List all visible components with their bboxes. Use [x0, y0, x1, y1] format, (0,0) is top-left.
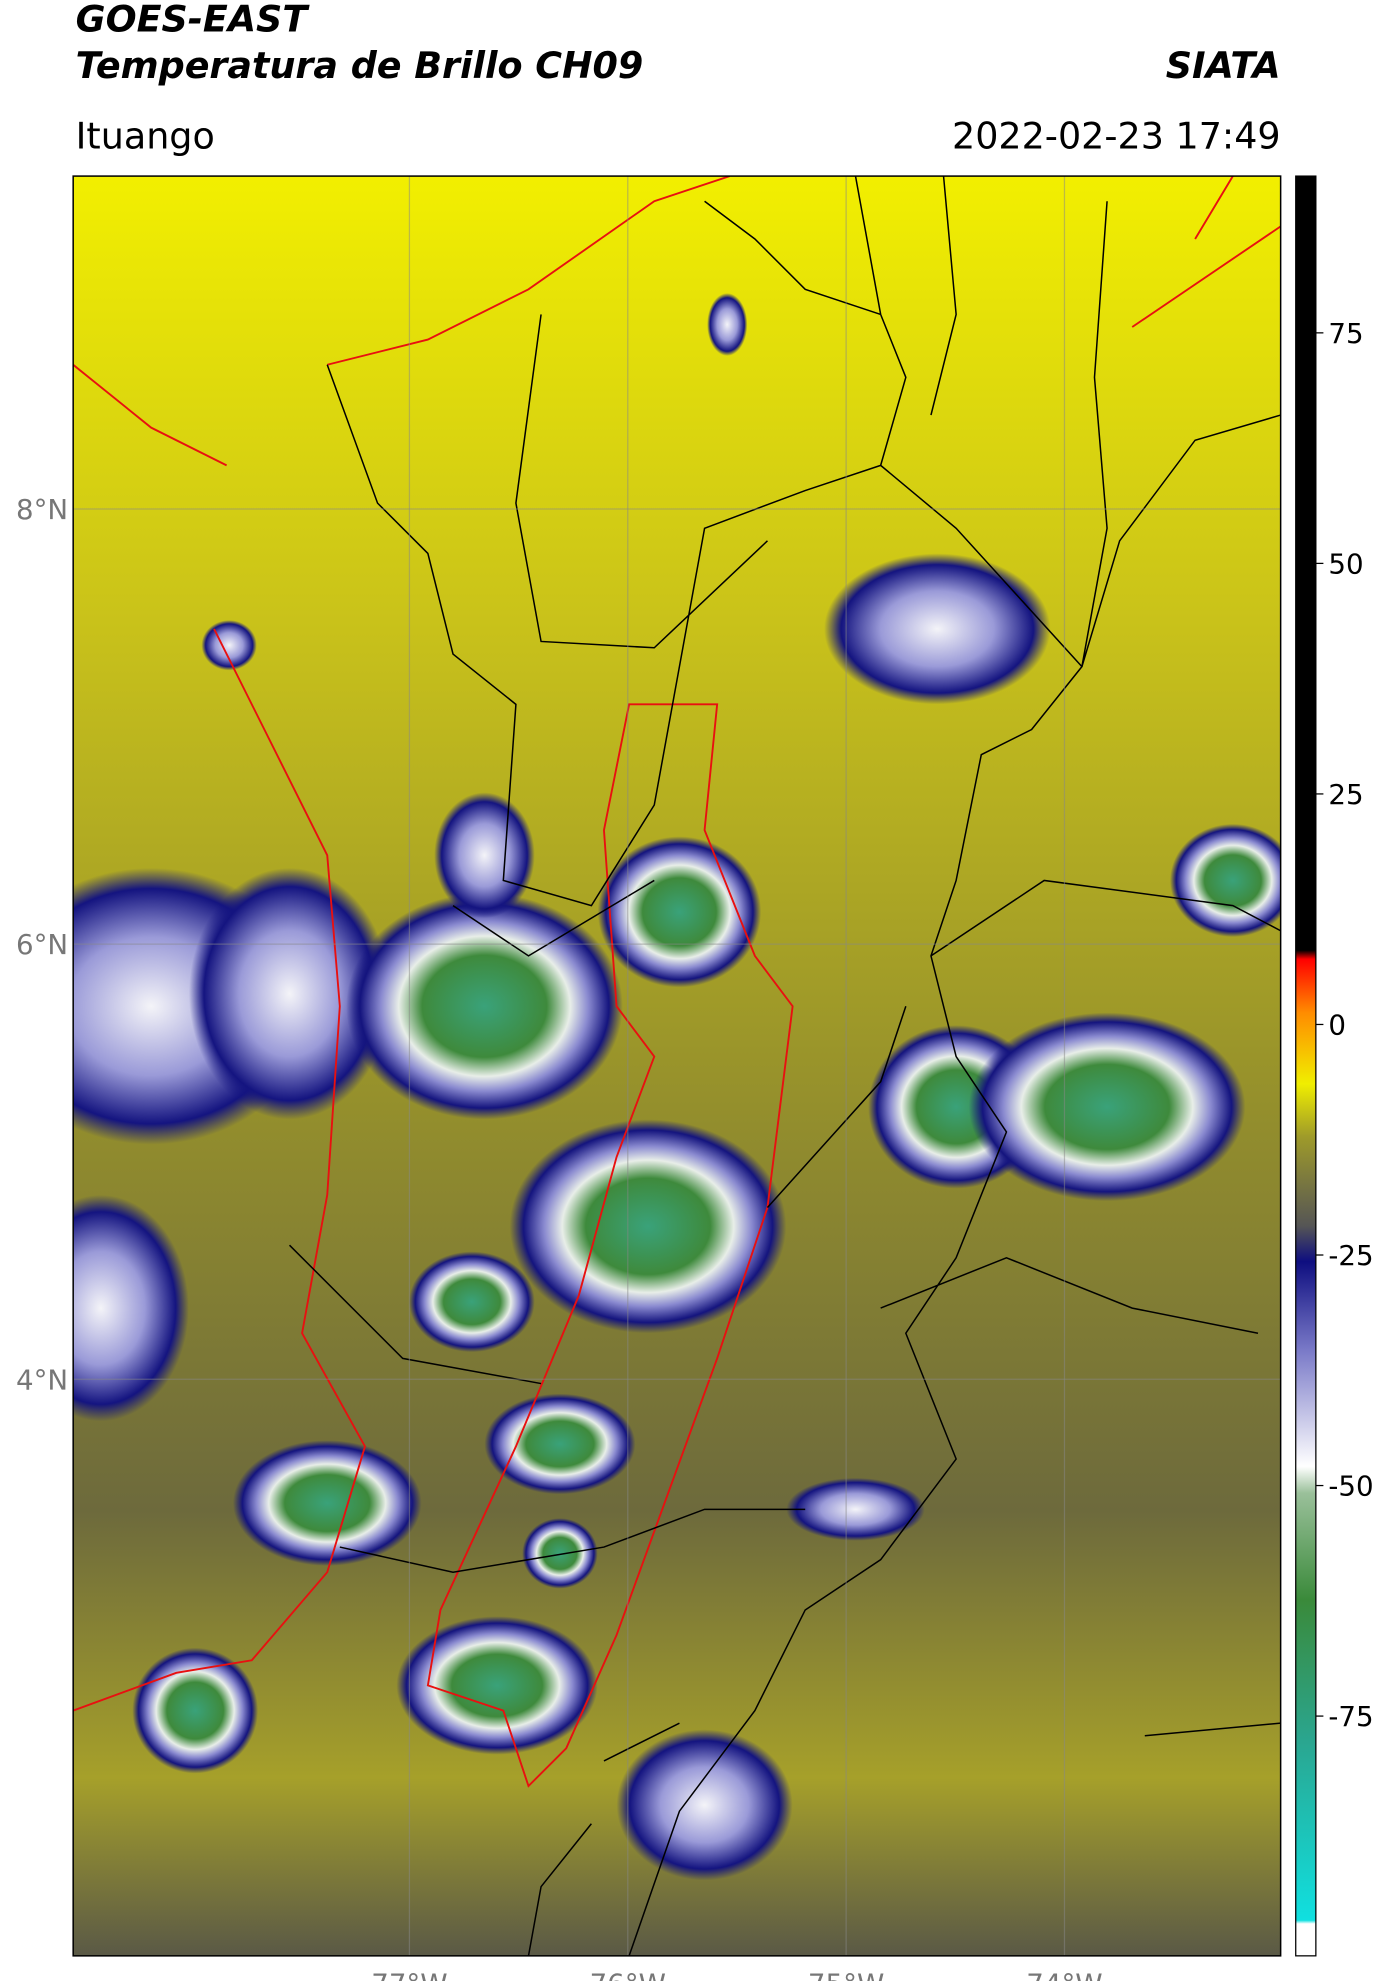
- subtitle: Temperatura de Brillo CH09: [76, 44, 644, 87]
- colorbar-tick-label: -50: [1328, 1470, 1373, 1503]
- colorbar-tick-label: -25: [1328, 1239, 1373, 1272]
- x-tick-label: 76°W: [590, 1968, 666, 1981]
- region: Ituango: [76, 114, 215, 157]
- y-tick-label: 6°N: [16, 928, 68, 961]
- timestamp: 2022-02-23 17:49: [952, 114, 1281, 157]
- colorbar: [1295, 175, 1317, 1957]
- x-tick-label: 77°W: [371, 1968, 447, 1981]
- colorbar-tick-label: 75: [1328, 317, 1363, 350]
- colorbar-tick-label: 0: [1328, 1009, 1346, 1042]
- y-tick-label: 8°N: [16, 493, 68, 526]
- agency: SIATA: [1166, 44, 1281, 87]
- title: GOES-EAST: [76, 0, 311, 40]
- map-image: [73, 176, 1281, 1956]
- x-tick-label: 74°W: [1026, 1968, 1102, 1981]
- graticule: [73, 176, 1281, 1956]
- x-tick-label: 75°W: [808, 1968, 884, 1981]
- colorbar-tick-label: 50: [1328, 547, 1363, 580]
- colorbar-tick-label: -75: [1328, 1700, 1373, 1733]
- y-tick-label: 4°N: [16, 1363, 68, 1396]
- colorbar-tick-label: 25: [1328, 778, 1363, 811]
- map-frame: [72, 175, 1282, 1957]
